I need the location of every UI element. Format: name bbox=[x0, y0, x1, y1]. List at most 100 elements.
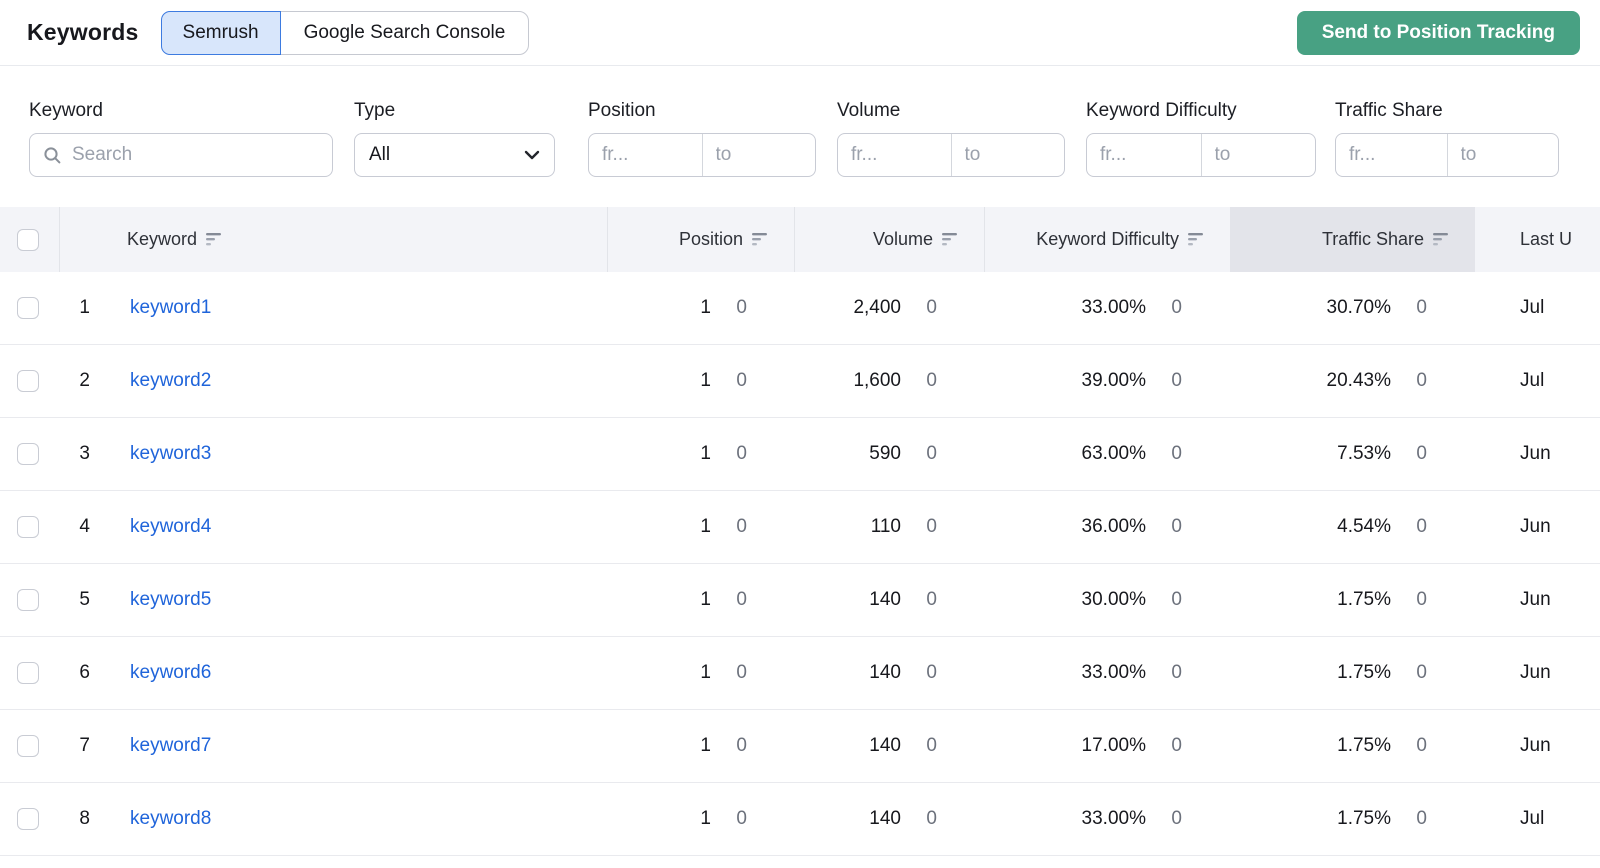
traffic-share-value: 4.54% bbox=[1337, 516, 1391, 537]
filter-keyword-label: Keyword bbox=[29, 100, 103, 121]
traffic-share-to-wrap bbox=[1448, 134, 1559, 176]
position-value: 1 bbox=[700, 297, 711, 318]
sort-icon[interactable] bbox=[206, 233, 222, 246]
traffic-share-from-wrap bbox=[1336, 134, 1448, 176]
volume-value: 110 bbox=[870, 516, 901, 537]
page-title: Keywords bbox=[27, 19, 139, 45]
row-checkbox[interactable] bbox=[17, 589, 39, 611]
row-checkbox-cell bbox=[0, 710, 60, 782]
volume-diff: 0 bbox=[926, 516, 937, 537]
keyword-link[interactable]: keyword5 bbox=[130, 589, 212, 610]
difficulty-diff: 0 bbox=[1171, 662, 1182, 683]
header-last-update-label: Last U bbox=[1520, 229, 1573, 249]
row-checkbox[interactable] bbox=[17, 443, 39, 465]
volume-from-input[interactable] bbox=[851, 144, 938, 166]
header-difficulty[interactable]: Keyword Difficulty bbox=[985, 207, 1230, 272]
keyword-link[interactable]: keyword2 bbox=[130, 370, 212, 391]
select-all-checkbox[interactable] bbox=[17, 228, 39, 251]
position-diff: 0 bbox=[736, 662, 747, 683]
header-position[interactable]: Position bbox=[608, 207, 795, 272]
traffic-share-cell: 7.53% 0 bbox=[1230, 418, 1475, 490]
data-source-toggle: Semrush Google Search Console bbox=[160, 10, 530, 55]
row-checkbox-cell bbox=[0, 345, 60, 417]
traffic-share-value: 7.53% bbox=[1337, 443, 1391, 464]
difficulty-cell: 36.00% 0 bbox=[985, 491, 1230, 563]
chevron-down-icon bbox=[524, 150, 540, 160]
difficulty-cell: 39.00% 0 bbox=[985, 345, 1230, 417]
row-checkbox[interactable] bbox=[17, 662, 39, 684]
toggle-semrush[interactable]: Semrush bbox=[160, 10, 281, 55]
position-to-input[interactable] bbox=[715, 144, 802, 166]
table-row: 8 keyword8 1 0 140 0 33.00% 0 1.75% 0 Ju… bbox=[0, 783, 1600, 856]
sort-icon[interactable] bbox=[1433, 233, 1449, 246]
difficulty-diff: 0 bbox=[1171, 735, 1182, 756]
difficulty-value: 33.00% bbox=[1081, 808, 1146, 829]
sort-icon[interactable] bbox=[1188, 233, 1204, 246]
row-checkbox[interactable] bbox=[17, 735, 39, 757]
header-difficulty-label: Keyword Difficulty bbox=[1036, 229, 1179, 249]
volume-diff: 0 bbox=[926, 589, 937, 610]
header-keyword-label: Keyword bbox=[127, 229, 198, 249]
volume-value: 140 bbox=[869, 808, 901, 829]
header-traffic-share[interactable]: Traffic Share bbox=[1230, 207, 1475, 272]
difficulty-from-wrap bbox=[1087, 134, 1202, 176]
toggle-google-search-console[interactable]: Google Search Console bbox=[303, 21, 506, 43]
row-number: 8 bbox=[79, 808, 90, 829]
send-to-position-tracking-button[interactable]: Send to Position Tracking bbox=[1296, 10, 1580, 55]
volume-to-input[interactable] bbox=[964, 144, 1051, 166]
keyword-link[interactable]: keyword6 bbox=[130, 662, 212, 683]
difficulty-from-input[interactable] bbox=[1100, 144, 1188, 166]
traffic-share-to-input[interactable] bbox=[1460, 144, 1545, 166]
row-checkbox[interactable] bbox=[17, 808, 39, 830]
position-diff: 0 bbox=[736, 589, 747, 610]
keyword-link[interactable]: keyword7 bbox=[130, 735, 212, 756]
header-volume[interactable]: Volume bbox=[795, 207, 985, 272]
traffic-share-cell: 4.54% 0 bbox=[1230, 491, 1475, 563]
traffic-share-value: 1.75% bbox=[1337, 589, 1391, 610]
volume-diff: 0 bbox=[926, 662, 937, 683]
keyword-cell: keyword1 bbox=[108, 272, 608, 344]
difficulty-value: 63.00% bbox=[1081, 443, 1146, 464]
row-checkbox[interactable] bbox=[17, 516, 39, 538]
filters-bar: Keyword Type All Position Volume bbox=[0, 66, 1600, 177]
volume-cell: 140 0 bbox=[795, 710, 985, 782]
header-keyword[interactable]: Keyword bbox=[60, 207, 608, 272]
position-from-input[interactable] bbox=[602, 144, 689, 166]
last-update-cell: Jul bbox=[1520, 297, 1545, 318]
sort-icon[interactable] bbox=[752, 233, 768, 246]
volume-cell: 140 0 bbox=[795, 564, 985, 636]
keyword-search-input[interactable] bbox=[72, 144, 320, 166]
difficulty-diff: 0 bbox=[1171, 808, 1182, 829]
volume-from-wrap bbox=[838, 134, 952, 176]
header-last-update[interactable]: Last U bbox=[1475, 207, 1600, 272]
row-checkbox[interactable] bbox=[17, 297, 39, 319]
row-number: 3 bbox=[79, 443, 90, 464]
sort-icon[interactable] bbox=[942, 233, 958, 246]
position-diff: 0 bbox=[736, 735, 747, 756]
traffic-share-diff: 0 bbox=[1416, 589, 1427, 610]
traffic-share-from-input[interactable] bbox=[1349, 144, 1434, 166]
type-select[interactable]: All bbox=[354, 133, 555, 177]
row-number: 4 bbox=[79, 516, 90, 537]
row-checkbox[interactable] bbox=[17, 370, 39, 392]
traffic-share-cell: 20.43% 0 bbox=[1230, 345, 1475, 417]
row-number: 6 bbox=[79, 662, 90, 683]
difficulty-to-input[interactable] bbox=[1214, 144, 1302, 166]
position-value: 1 bbox=[700, 735, 711, 756]
keyword-cell: keyword6 bbox=[108, 637, 608, 709]
difficulty-cell: 17.00% 0 bbox=[985, 710, 1230, 782]
volume-cell: 1,600 0 bbox=[795, 345, 985, 417]
position-value: 1 bbox=[700, 370, 711, 391]
traffic-share-diff: 0 bbox=[1416, 662, 1427, 683]
difficulty-value: 33.00% bbox=[1081, 662, 1146, 683]
volume-cell: 140 0 bbox=[795, 783, 985, 855]
difficulty-to-wrap bbox=[1202, 134, 1316, 176]
difficulty-value: 17.00% bbox=[1081, 735, 1146, 756]
filter-volume: Volume bbox=[837, 100, 1065, 177]
last-update-cell: Jul bbox=[1520, 370, 1545, 391]
last-update-cell: Jun bbox=[1520, 589, 1551, 610]
keyword-link[interactable]: keyword8 bbox=[130, 808, 212, 829]
keyword-link[interactable]: keyword1 bbox=[130, 297, 212, 318]
keyword-link[interactable]: keyword4 bbox=[130, 516, 212, 537]
keyword-link[interactable]: keyword3 bbox=[130, 443, 212, 464]
